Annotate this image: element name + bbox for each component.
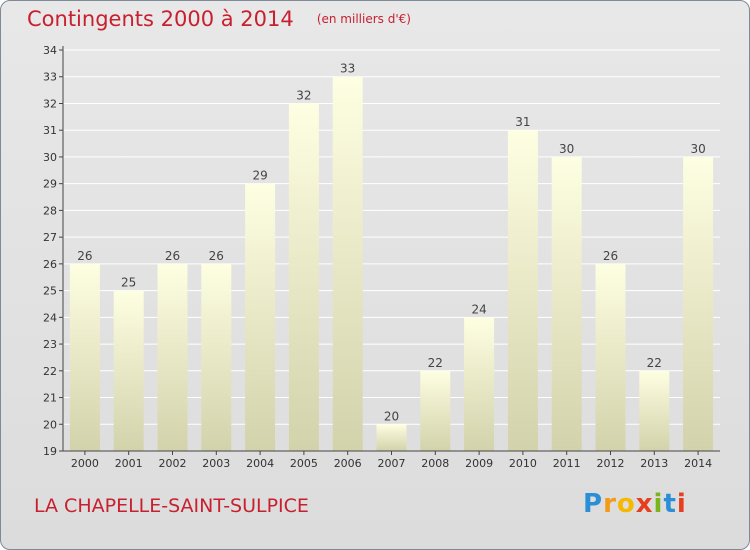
logo-letter: x (635, 489, 654, 519)
labels: 19 20 21 22 23 24 25 26 27 28 29 30 31 32 33 34 2000 26 20… (43, 44, 712, 470)
data-label: 22 (428, 356, 443, 370)
bar (639, 370, 670, 451)
x-tick-label: 2013 (640, 457, 668, 470)
bar (69, 263, 100, 451)
x-tick-label: 2003 (202, 457, 230, 470)
data-label: 20 (384, 409, 399, 423)
place-name: LA CHAPELLE-SAINT-SULPICE (34, 495, 309, 517)
axes (59, 46, 720, 455)
bar (157, 263, 188, 451)
x-tick-label: 2011 (553, 457, 581, 470)
x-tick-label: 2002 (159, 457, 187, 470)
y-tick-label: 27 (43, 231, 57, 244)
y-tick-label: 24 (43, 311, 57, 324)
x-tick-label: 2004 (246, 457, 274, 470)
bar (464, 317, 495, 451)
data-label: 25 (121, 276, 136, 290)
y-tick-label: 23 (43, 338, 57, 351)
y-tick-label: 31 (43, 124, 57, 137)
x-tick-label: 2001 (115, 457, 143, 470)
data-label: 32 (296, 88, 311, 102)
data-label: 26 (77, 249, 92, 263)
y-tick-label: 20 (43, 418, 57, 431)
y-tick-label: 32 (43, 97, 57, 110)
x-tick-label: 2010 (509, 457, 537, 470)
y-tick-label: 33 (43, 71, 57, 84)
x-tick-label: 2005 (290, 457, 318, 470)
y-tick-label: 21 (43, 392, 57, 405)
chart-title: Contingents 2000 à 2014 (27, 7, 294, 31)
bar (113, 290, 144, 451)
bar (245, 183, 276, 451)
bar (507, 130, 538, 451)
data-label: 22 (647, 356, 662, 370)
data-label: 30 (690, 142, 705, 156)
proxiti-logo[interactable]: Proxiti (583, 489, 687, 519)
logo-letter: t (663, 489, 677, 519)
y-tick-label: 26 (43, 258, 57, 271)
data-label: 26 (603, 249, 618, 263)
bar (376, 424, 407, 451)
x-tick-label: 2006 (334, 457, 362, 470)
x-tick-label: 2012 (597, 457, 625, 470)
bars (69, 76, 714, 451)
x-tick-label: 2000 (71, 457, 99, 470)
x-tick-label: 2009 (465, 457, 493, 470)
x-tick-label: 2008 (421, 457, 449, 470)
bar (332, 76, 363, 451)
logo-letter: i (653, 489, 664, 519)
y-tick-label: 28 (43, 204, 57, 217)
data-label: 29 (252, 169, 267, 183)
x-tick-label: 2014 (684, 457, 712, 470)
y-tick-label: 29 (43, 178, 57, 191)
bar (288, 103, 319, 451)
logo-letter: r (603, 489, 617, 519)
bar (551, 156, 582, 451)
chart-header: Contingents 2000 à 2014 (en milliers d'€… (27, 7, 411, 31)
y-tick-label: 25 (43, 285, 57, 298)
data-label: 33 (340, 62, 355, 76)
bar (595, 263, 626, 451)
x-tick-label: 2007 (378, 457, 406, 470)
bar (201, 263, 232, 451)
y-tick-label: 34 (43, 44, 57, 57)
data-label: 24 (471, 302, 486, 316)
chart-subtitle: (en milliers d'€) (316, 12, 411, 26)
data-label: 26 (209, 249, 224, 263)
data-label: 31 (515, 115, 530, 129)
y-tick-label: 19 (43, 445, 57, 458)
data-label: 26 (165, 249, 180, 263)
logo-letter: o (616, 489, 636, 519)
logo-letter: i (676, 489, 687, 519)
bar (683, 156, 714, 451)
logo-letter: P (583, 489, 604, 519)
y-tick-label: 30 (43, 151, 57, 164)
data-label: 30 (559, 142, 574, 156)
y-tick-label: 22 (43, 365, 57, 378)
bar (420, 370, 451, 451)
